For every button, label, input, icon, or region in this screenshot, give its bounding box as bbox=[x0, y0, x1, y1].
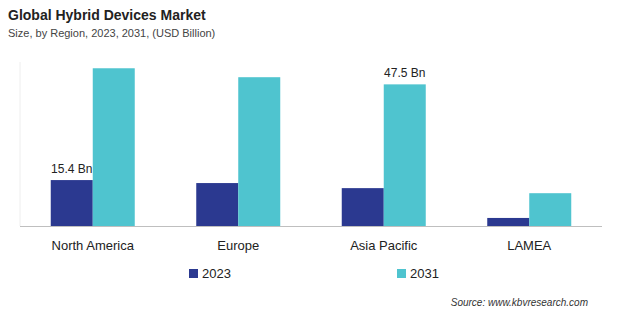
subtitle: Size, by Region, 2023, 2031, (USD Billio… bbox=[8, 27, 215, 39]
legend-swatch bbox=[397, 269, 406, 278]
bar bbox=[384, 84, 426, 226]
x-tick-label: Asia Pacific bbox=[350, 238, 418, 253]
bar bbox=[93, 68, 135, 226]
bar bbox=[487, 218, 529, 226]
bar bbox=[51, 180, 93, 226]
data-label: 15.4 Bn bbox=[51, 162, 92, 176]
bar bbox=[196, 183, 238, 226]
bars bbox=[51, 68, 572, 226]
legend-swatch bbox=[189, 269, 198, 278]
title: Global Hybrid Devices Market bbox=[8, 7, 206, 23]
x-tick-label: Europe bbox=[217, 238, 259, 253]
bar bbox=[529, 193, 571, 226]
legend-label: 2023 bbox=[202, 266, 231, 281]
x-axis-line bbox=[20, 226, 602, 227]
chart: Global Hybrid Devices Market Size, by Reg… bbox=[0, 0, 619, 322]
x-tick-label: North America bbox=[52, 238, 135, 253]
y-axis-line bbox=[20, 62, 21, 226]
bar bbox=[238, 77, 280, 226]
legend-label: 2031 bbox=[410, 266, 439, 281]
data-label: 47.5 Bn bbox=[384, 66, 425, 80]
bar bbox=[342, 188, 384, 226]
source: Source: www.kbvresearch.com bbox=[451, 297, 588, 308]
x-tick-label: LAMEA bbox=[507, 238, 551, 253]
